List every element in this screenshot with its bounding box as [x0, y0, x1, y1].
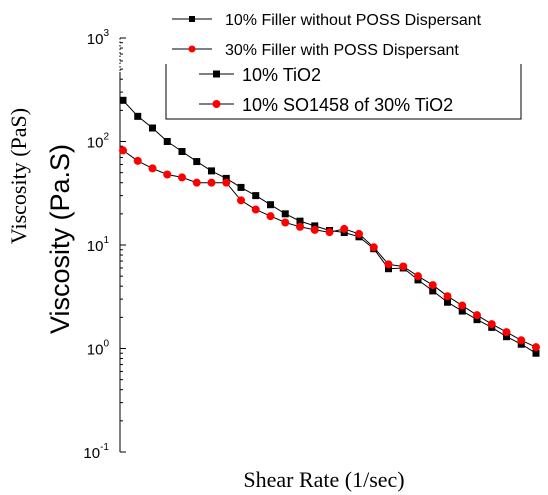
- data-point-circle: [444, 292, 452, 300]
- legend-underlay: 10% TiO2 10% SO1458 of 30% TiO2: [166, 60, 521, 119]
- axis-labels: Viscosity (PaS) Viscosity (Pa.S) Shear Rat…: [6, 108, 405, 492]
- data-point-circle: [370, 243, 378, 251]
- y-tick-label: 101: [87, 235, 110, 255]
- data-point-circle: [267, 212, 275, 220]
- legend: 10% Filler without POSS Dispersant 30% Fi…: [160, 2, 548, 64]
- series-layer: [119, 97, 540, 357]
- x-axis-title: Shear Rate (1/sec): [243, 467, 404, 492]
- data-point-circle: [149, 164, 157, 172]
- y-axis-title: Viscosity (Pa.S): [45, 144, 75, 334]
- data-point-circle: [222, 179, 230, 187]
- legend-underlay-label: 10% SO1458 of 30% TiO2: [242, 95, 453, 115]
- data-point-circle: [473, 311, 481, 319]
- axes: 10-1 100 101 102 103: [83, 28, 126, 462]
- data-point-square: [164, 138, 171, 145]
- legend-marker-circle: [189, 46, 196, 53]
- data-point-circle: [458, 302, 466, 310]
- legend-label: 30% Filler with POSS Dispersant: [225, 42, 459, 59]
- data-point-square: [134, 113, 141, 120]
- data-point-square: [267, 201, 274, 208]
- data-point-circle: [340, 225, 348, 233]
- data-point-square: [193, 158, 200, 165]
- data-point-circle: [208, 179, 216, 187]
- data-point-circle: [178, 173, 186, 181]
- data-point-circle: [163, 170, 171, 178]
- y-tick-label: 102: [87, 132, 110, 152]
- data-point-square: [179, 148, 186, 155]
- data-point-square: [120, 97, 127, 104]
- data-point-circle: [296, 223, 304, 231]
- data-point-square: [149, 125, 156, 132]
- data-point-circle: [281, 218, 289, 226]
- data-point-square: [208, 167, 215, 174]
- legend-marker-square: [213, 71, 220, 78]
- data-point-square: [282, 210, 289, 217]
- data-point-circle: [429, 281, 437, 289]
- y-tick-label: 10-1: [83, 442, 109, 462]
- data-point-circle: [237, 196, 245, 204]
- data-point-circle: [119, 146, 127, 154]
- y-tick-label: 103: [87, 28, 110, 48]
- data-point-circle: [326, 228, 334, 236]
- data-point-square: [252, 192, 259, 199]
- data-point-circle: [399, 262, 407, 270]
- legend-marker-square: [189, 16, 195, 22]
- legend-underlay-label: 10% TiO2: [242, 65, 321, 85]
- y-tick-label: 100: [87, 339, 110, 359]
- y-axis-title-underlay: Viscosity (PaS): [6, 108, 31, 244]
- data-point-circle: [517, 336, 525, 344]
- legend-marker-circle: [213, 100, 221, 108]
- data-point-circle: [355, 230, 363, 238]
- legend-label: 10% Filler without POSS Dispersant: [225, 12, 482, 29]
- data-point-circle: [311, 226, 319, 234]
- data-point-circle: [488, 320, 496, 328]
- data-point-circle: [414, 272, 422, 280]
- data-point-circle: [252, 206, 260, 214]
- data-point-circle: [134, 157, 142, 165]
- data-point-circle: [193, 179, 201, 187]
- data-point-square: [238, 184, 245, 191]
- data-point-circle: [385, 260, 393, 268]
- data-point-circle: [532, 343, 540, 351]
- data-point-circle: [503, 328, 511, 336]
